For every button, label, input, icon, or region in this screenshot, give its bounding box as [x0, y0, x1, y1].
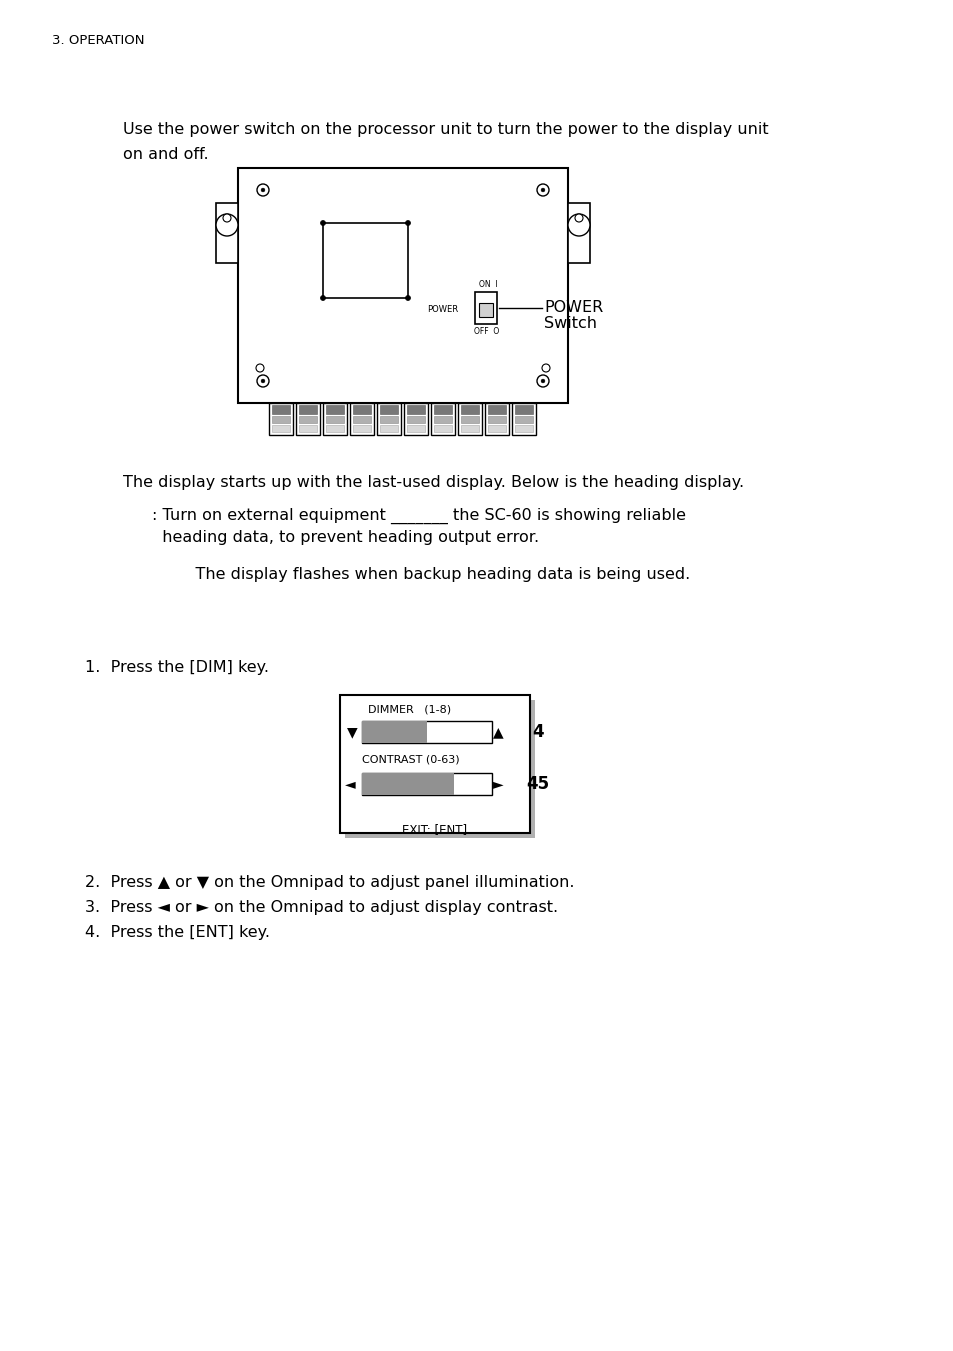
- Circle shape: [223, 213, 231, 222]
- Bar: [298, 405, 316, 413]
- Text: OFF  O: OFF O: [474, 327, 499, 336]
- Circle shape: [537, 376, 548, 386]
- Text: ▲: ▲: [492, 725, 503, 739]
- Text: Use the power switch on the processor unit to turn the power to the display unit: Use the power switch on the processor un…: [123, 122, 768, 136]
- Text: POWER: POWER: [426, 305, 457, 315]
- Bar: [361, 721, 427, 743]
- Bar: [339, 694, 530, 834]
- Bar: [272, 405, 290, 413]
- Bar: [361, 721, 492, 743]
- Text: heading data, to prevent heading output error.: heading data, to prevent heading output …: [152, 530, 538, 544]
- Bar: [515, 416, 533, 423]
- Circle shape: [405, 220, 410, 226]
- Bar: [434, 416, 452, 423]
- Circle shape: [540, 188, 544, 192]
- Bar: [269, 403, 293, 435]
- Circle shape: [405, 296, 410, 300]
- Circle shape: [567, 213, 589, 236]
- Bar: [361, 773, 492, 794]
- Circle shape: [256, 376, 269, 386]
- Bar: [298, 426, 316, 432]
- Circle shape: [575, 213, 582, 222]
- Bar: [407, 426, 424, 432]
- Text: 1.  Press the [DIM] key.: 1. Press the [DIM] key.: [85, 661, 269, 676]
- Bar: [475, 292, 497, 324]
- Bar: [488, 405, 505, 413]
- Text: POWER: POWER: [543, 300, 602, 315]
- Text: 4: 4: [532, 723, 543, 740]
- Text: Switch: Switch: [543, 316, 597, 331]
- Bar: [379, 405, 397, 413]
- Text: CONTRAST (0-63): CONTRAST (0-63): [361, 755, 459, 765]
- Bar: [295, 403, 319, 435]
- Bar: [298, 416, 316, 423]
- Bar: [434, 405, 452, 413]
- Circle shape: [215, 213, 237, 236]
- Text: ON  I: ON I: [478, 280, 497, 289]
- Bar: [215, 203, 237, 263]
- Bar: [272, 416, 290, 423]
- Circle shape: [320, 296, 325, 300]
- Bar: [484, 403, 509, 435]
- Text: ◄: ◄: [344, 777, 355, 790]
- Text: : Turn on external equipment _______ the SC-60 is showing reliable: : Turn on external equipment _______ the…: [152, 508, 685, 524]
- Text: EXIT: [ENT]: EXIT: [ENT]: [402, 823, 467, 836]
- Bar: [460, 405, 478, 413]
- Bar: [323, 223, 408, 299]
- Text: 2.  Press ▲ or ▼ on the Omnipad to adjust panel illumination.: 2. Press ▲ or ▼ on the Omnipad to adjust…: [85, 875, 574, 890]
- Circle shape: [255, 363, 264, 372]
- Circle shape: [261, 188, 265, 192]
- Text: 45: 45: [526, 775, 549, 793]
- Bar: [345, 700, 535, 838]
- Text: The display flashes when backup heading data is being used.: The display flashes when backup heading …: [174, 567, 690, 582]
- Text: ►: ►: [492, 777, 503, 790]
- Bar: [350, 403, 374, 435]
- Text: 3. OPERATION: 3. OPERATION: [52, 34, 144, 47]
- Text: DIMMER   (1-8): DIMMER (1-8): [368, 704, 451, 713]
- Bar: [323, 403, 347, 435]
- Bar: [434, 426, 452, 432]
- Bar: [237, 168, 567, 403]
- Text: on and off.: on and off.: [123, 147, 209, 162]
- Bar: [379, 416, 397, 423]
- Bar: [460, 416, 478, 423]
- Bar: [431, 403, 455, 435]
- Bar: [353, 405, 371, 413]
- Bar: [379, 426, 397, 432]
- Bar: [567, 203, 589, 263]
- Bar: [272, 426, 290, 432]
- Bar: [457, 403, 481, 435]
- Text: 4.  Press the [ENT] key.: 4. Press the [ENT] key.: [85, 925, 270, 940]
- Bar: [512, 403, 536, 435]
- Bar: [353, 426, 371, 432]
- Bar: [407, 416, 424, 423]
- Circle shape: [537, 184, 548, 196]
- Bar: [326, 416, 344, 423]
- Circle shape: [256, 184, 269, 196]
- Bar: [488, 416, 505, 423]
- Circle shape: [261, 380, 265, 382]
- Bar: [376, 403, 400, 435]
- Bar: [478, 303, 493, 317]
- Bar: [488, 426, 505, 432]
- Text: ▼: ▼: [346, 725, 357, 739]
- Bar: [326, 405, 344, 413]
- Bar: [515, 405, 533, 413]
- Circle shape: [540, 380, 544, 382]
- Text: 3.  Press ◄ or ► on the Omnipad to adjust display contrast.: 3. Press ◄ or ► on the Omnipad to adjust…: [85, 900, 558, 915]
- Bar: [353, 416, 371, 423]
- Circle shape: [541, 363, 550, 372]
- Bar: [515, 426, 533, 432]
- Bar: [460, 426, 478, 432]
- Bar: [403, 403, 428, 435]
- Bar: [326, 426, 344, 432]
- Circle shape: [320, 220, 325, 226]
- Bar: [361, 773, 454, 794]
- Bar: [407, 405, 424, 413]
- Text: The display starts up with the last-used display. Below is the heading display.: The display starts up with the last-used…: [123, 476, 743, 490]
